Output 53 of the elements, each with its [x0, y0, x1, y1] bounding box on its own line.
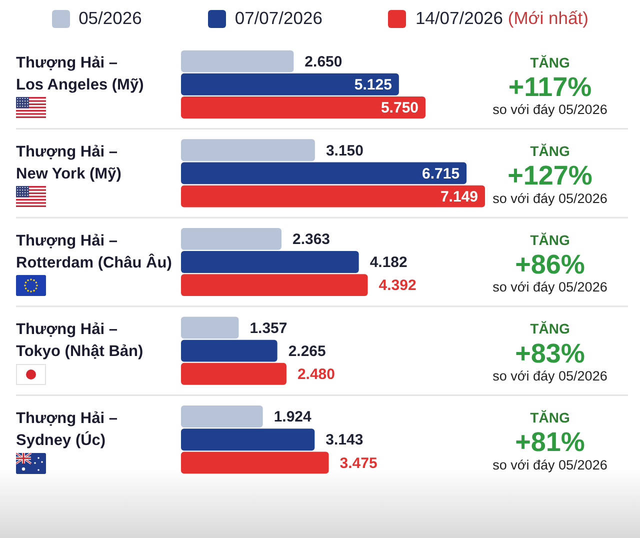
y-tick-label: Thượng Hải – Tokyo (Nhật Bản)	[16, 321, 144, 360]
data-label: 1.924	[274, 408, 312, 426]
text: +127%	[508, 160, 592, 191]
data-label: 2.363	[292, 231, 330, 248]
data-label: 3.150	[326, 142, 364, 160]
data-label: 6.715	[422, 165, 460, 182]
data-label: 1.357	[250, 320, 288, 337]
text: TĂNG	[530, 232, 570, 248]
text: TĂNG	[530, 143, 570, 160]
data-label: 3.143	[326, 432, 364, 449]
data-label: 3.475	[340, 454, 378, 472]
text: +83%	[515, 338, 585, 368]
data-label: 2.480	[297, 366, 336, 384]
data-label: 4.182	[370, 254, 408, 272]
legend-label: 05/2026	[78, 8, 142, 29]
legend-label: 07/07/2026	[234, 8, 322, 29]
bar	[181, 428, 315, 451]
text: TĂNG	[530, 409, 570, 426]
bar	[181, 96, 426, 118]
text: +86%	[515, 249, 585, 280]
bar	[181, 452, 329, 474]
bar	[181, 185, 485, 208]
bar	[181, 139, 315, 162]
data-label: 2.265	[288, 342, 326, 360]
y-tick-label: Thượng Hải – Los Angeles (Mỹ)	[16, 54, 144, 94]
bar	[181, 362, 286, 385]
data-label: 2.650	[304, 53, 342, 70]
text: so với đáy 05/2026	[492, 102, 608, 118]
y-tick-label: Thượng Hải – New York (Mỹ)	[16, 143, 122, 182]
text: TĂNG	[530, 54, 570, 70]
bar	[181, 228, 282, 250]
bar	[181, 340, 278, 362]
bar	[181, 316, 239, 339]
text: +117%	[508, 72, 592, 102]
data-label: 4.392	[378, 277, 416, 294]
bar	[181, 162, 467, 184]
text: TĂNG	[530, 320, 570, 337]
text: so với đáy 05/2026	[492, 280, 608, 295]
bar	[181, 73, 399, 96]
text: so với đáy 05/2026	[492, 457, 608, 472]
bar	[181, 251, 359, 273]
text: +81%	[515, 427, 585, 458]
y-tick-label: Thượng Hải – Rotterdam (Châu Âu)	[16, 232, 172, 272]
legend-label: 14/07/2026 (Mới nhất)	[415, 8, 588, 29]
y-tick-label: Thượng Hải – Sydney (Úc)	[16, 410, 118, 449]
bar	[181, 406, 263, 428]
data-label: 7.149	[440, 188, 478, 206]
text: so với đáy 05/2026	[492, 190, 608, 206]
data-label: 5.125	[354, 76, 392, 94]
data-label: 5.750	[380, 100, 419, 117]
bar	[181, 50, 294, 72]
text: so với đáy 05/2026	[492, 368, 608, 384]
bar	[181, 274, 368, 296]
